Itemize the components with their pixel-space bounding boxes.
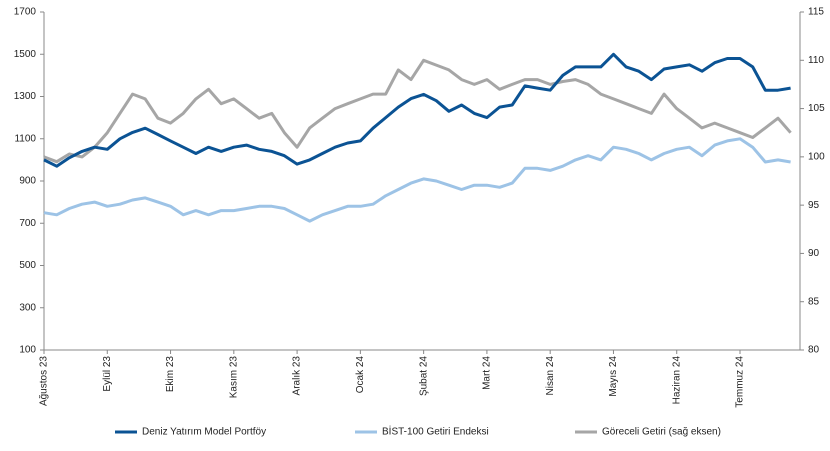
- x-tick-label: Ocak 24: [355, 356, 366, 394]
- x-tick-label: Şubat 24: [418, 356, 429, 396]
- y2-tick-label: 90: [808, 248, 820, 259]
- x-tick-label: Temmuz 24: [735, 356, 746, 408]
- x-tick-label: Ekim 23: [165, 356, 176, 393]
- legend-label: Göreceli Getiri (sağ eksen): [602, 427, 721, 438]
- y-tick-label: 100: [19, 345, 36, 356]
- x-tick-label: Eylül 23: [102, 356, 113, 392]
- y-tick-label: 700: [19, 218, 36, 229]
- y-tick-label: 300: [19, 302, 36, 313]
- y2-tick-label: 80: [808, 345, 820, 356]
- legend-label: Deniz Yatırım Model Portföy: [142, 427, 266, 438]
- y2-tick-label: 85: [808, 296, 820, 307]
- y2-tick-label: 105: [808, 103, 825, 114]
- x-tick-label: Kasım 23: [228, 356, 239, 399]
- x-tick-label: Ağustos 23: [39, 356, 50, 406]
- y2-tick-label: 110: [808, 55, 824, 66]
- y-tick-label: 500: [19, 260, 36, 271]
- y-tick-label: 1500: [14, 49, 37, 60]
- y-tick-label: 1100: [14, 133, 36, 144]
- x-tick-label: Nisan 24: [545, 356, 556, 396]
- x-tick-label: Mart 24: [482, 356, 493, 390]
- y2-tick-label: 115: [808, 7, 824, 18]
- y2-tick-label: 95: [808, 200, 820, 211]
- y-tick-label: 900: [19, 176, 36, 187]
- y-tick-label: 1300: [14, 91, 37, 102]
- series-line: [43, 137, 791, 223]
- y-tick-label: 1700: [14, 7, 37, 18]
- x-tick-label: Aralık 23: [292, 356, 303, 396]
- x-tick-label: Mayıs 24: [608, 356, 619, 397]
- series-line: [43, 58, 792, 164]
- x-tick-label: Haziran 24: [671, 356, 682, 405]
- series-line: [43, 52, 791, 168]
- y2-tick-label: 100: [808, 151, 825, 162]
- legend-label: BİST-100 Getiri Endeksi: [382, 425, 489, 438]
